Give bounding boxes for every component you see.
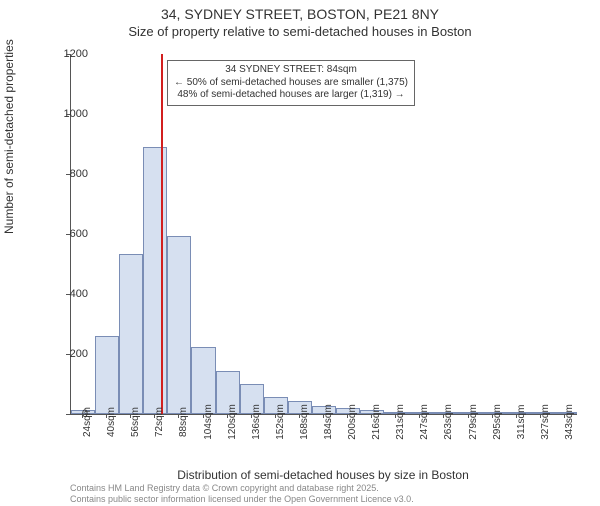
footer-attribution: Contains HM Land Registry data © Crown c… [70,483,414,504]
y-axis-label: Number of semi-detached properties [2,39,16,234]
x-tick-label: 136sqm [251,404,262,440]
chart-title: 34, SYDNEY STREET, BOSTON, PE21 8NY [0,6,600,22]
x-axis-label: Distribution of semi-detached houses by … [70,468,576,482]
x-tick-label: 263sqm [443,404,454,440]
x-tick-label: 152sqm [275,404,286,440]
x-tick-label: 327sqm [540,404,551,440]
x-tick-label: 56sqm [130,407,141,437]
annotation-line: ← 50% of semi-detached houses are smalle… [174,77,408,90]
x-tick-label: 40sqm [106,407,117,437]
x-tick-label: 184sqm [323,404,334,440]
y-tick-mark [66,294,70,295]
x-tick-label: 120sqm [227,404,238,440]
x-tick-label: 72sqm [154,407,165,437]
y-tick-mark [66,354,70,355]
x-tick-label: 343sqm [564,404,575,440]
histogram-bar [95,336,119,414]
x-tick-label: 295sqm [492,404,503,440]
y-tick-mark [66,234,70,235]
y-tick-mark [66,414,70,415]
x-tick-label: 231sqm [395,404,406,440]
annotation-line: 34 SYDNEY STREET: 84sqm [174,64,408,77]
chart-container: 34, SYDNEY STREET, BOSTON, PE21 8NY Size… [0,6,600,506]
x-tick-label: 200sqm [347,404,358,440]
x-tick-label: 104sqm [203,404,214,440]
x-tick-label: 168sqm [299,404,310,440]
footer-line: Contains public sector information licen… [70,494,414,504]
histogram-bar [119,254,143,415]
y-tick-mark [66,114,70,115]
x-tick-label: 216sqm [371,404,382,440]
x-tick-label: 24sqm [82,407,93,437]
footer-line: Contains HM Land Registry data © Crown c… [70,483,414,493]
histogram-bar [167,236,191,415]
plot-area: 34 SYDNEY STREET: 84sqm← 50% of semi-det… [70,54,577,415]
chart-subtitle: Size of property relative to semi-detach… [0,24,600,39]
annotation-line: 48% of semi-detached houses are larger (… [174,89,408,102]
x-tick-label: 311sqm [516,405,527,440]
annotation-box: 34 SYDNEY STREET: 84sqm← 50% of semi-det… [167,60,415,106]
x-tick-label: 279sqm [468,404,479,440]
histogram-bar [143,147,167,414]
reference-line [161,54,163,414]
y-tick-mark [66,54,70,55]
y-tick-mark [66,174,70,175]
x-tick-label: 247sqm [419,404,430,440]
x-tick-label: 88sqm [178,407,189,437]
